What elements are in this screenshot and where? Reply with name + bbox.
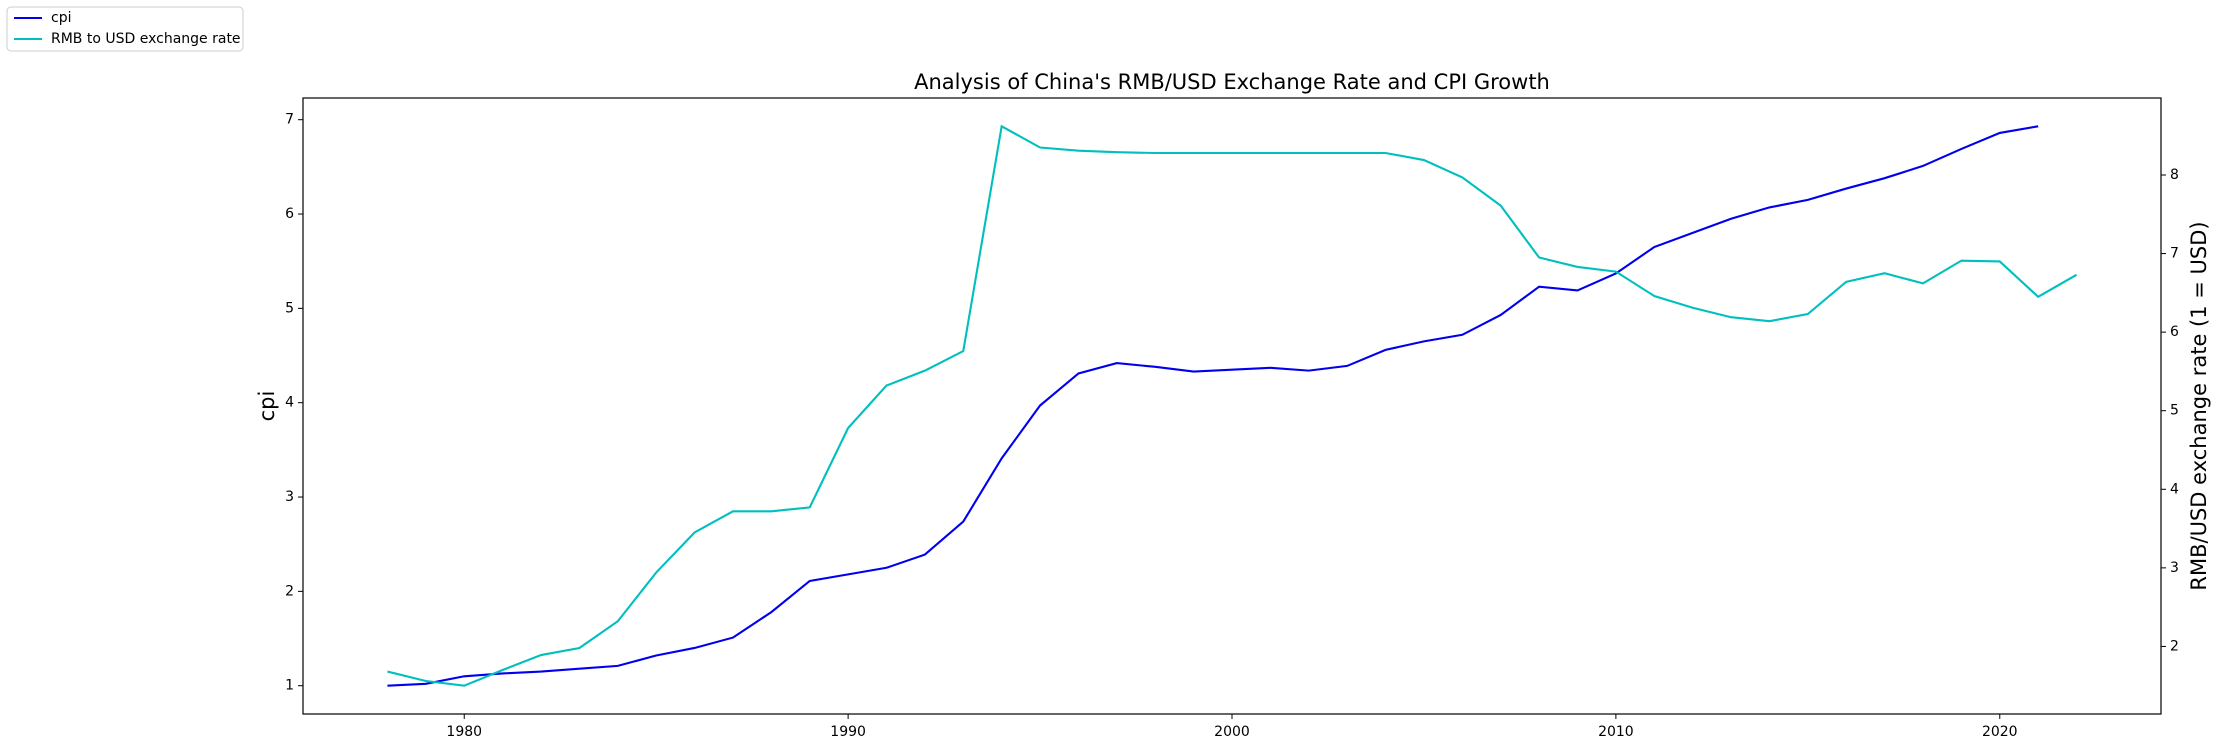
y-axis-label: cpi (255, 391, 279, 422)
y-tick-label: 1 (285, 678, 294, 694)
y-tick-label: 3 (285, 489, 294, 505)
legend-box (6, 6, 244, 52)
x-tick-label: 2000 (1214, 724, 1250, 740)
line-series (387, 125, 2039, 687)
y-tick-label: 2 (285, 583, 294, 599)
y-tick-label: 6 (285, 206, 294, 222)
y2-tick-label: 8 (2170, 167, 2179, 183)
x-tick-label: 2020 (1982, 724, 2018, 740)
y2-tick-label: 6 (2170, 324, 2179, 340)
legend-label: RMB to USD exchange rate (51, 31, 241, 47)
y2-tick-label: 5 (2170, 403, 2179, 419)
x-tick-label: 1980 (446, 724, 482, 740)
y2-tick-label: 7 (2170, 246, 2179, 262)
y2-tick-label: 2 (2170, 638, 2179, 654)
line-series (387, 124, 2078, 687)
y2-tick-label: 4 (2170, 481, 2179, 497)
legend-label: cpi (51, 10, 71, 26)
y-tick-label: 7 (285, 112, 294, 128)
y2-tick-label: 3 (2170, 560, 2179, 576)
x-tick-label: 2010 (1598, 724, 1634, 740)
y-tick-label: 4 (285, 395, 294, 411)
x-tick-label: 1990 (830, 724, 866, 740)
y-tick-label: 5 (285, 300, 294, 316)
plot-frame (302, 97, 2162, 715)
y2-axis-label: RMB/USD exchange rate (1 = USD) (2187, 221, 2211, 590)
chart-title: Analysis of China's RMB/USD Exchange Rat… (914, 70, 1550, 94)
